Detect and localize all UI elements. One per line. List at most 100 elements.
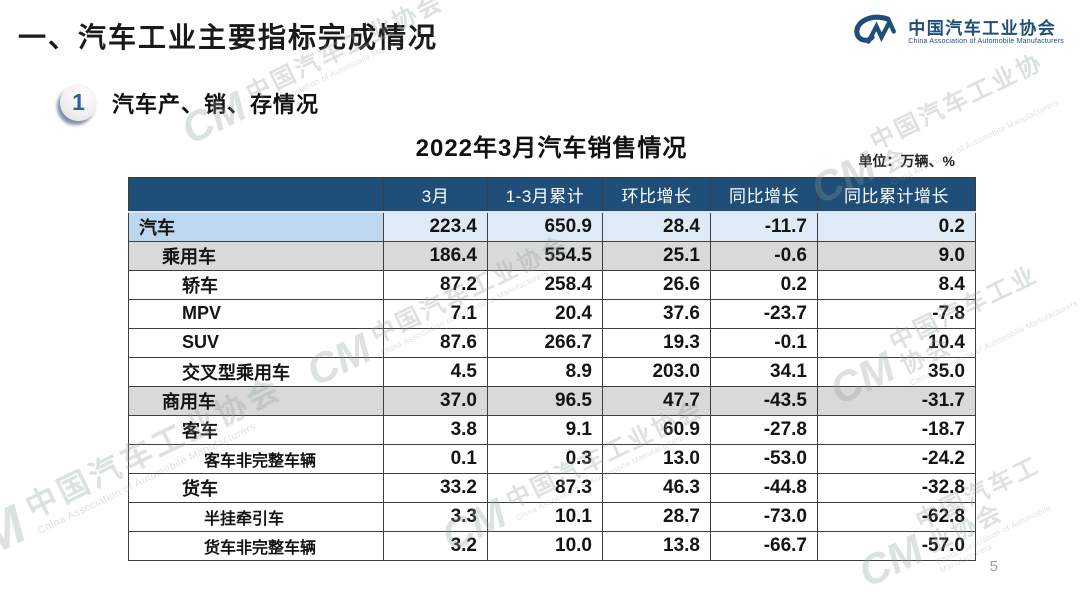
column-header: 3月 bbox=[383, 177, 488, 213]
cell-value: -44.8 bbox=[710, 472, 818, 503]
cell-value: -11.7 bbox=[710, 211, 818, 242]
row-label: 半挂牵引车 bbox=[128, 501, 384, 532]
cell-value: 13.8 bbox=[602, 530, 711, 561]
cell-value: 10.1 bbox=[487, 501, 603, 532]
table-row: 客车 3.8 9.1 60.9 -27.8 -18.7 bbox=[128, 414, 976, 445]
table-row: 货车 33.2 87.3 46.3 -44.8 -32.8 bbox=[128, 472, 976, 503]
cell-value: 19.3 bbox=[602, 327, 711, 358]
page-title: 一、汽车工业主要指标完成情况 bbox=[18, 22, 439, 53]
cell-value: 13.0 bbox=[602, 443, 711, 474]
caam-logo-icon bbox=[849, 12, 901, 53]
cell-value: 10.0 bbox=[487, 530, 603, 561]
cell-value: 10.4 bbox=[817, 327, 976, 358]
table-row: 货车非完整车辆 3.2 10.0 13.8 -66.7 -57.0 bbox=[128, 530, 976, 561]
cell-value: 60.9 bbox=[602, 414, 711, 445]
cell-value: 0.1 bbox=[383, 443, 488, 474]
table-title: 2022年3月汽车销售情况 bbox=[415, 135, 688, 162]
cell-value: -7.8 bbox=[817, 298, 976, 329]
cell-value: 0.2 bbox=[710, 269, 818, 300]
cell-value: 37.6 bbox=[602, 298, 711, 329]
cell-value: -62.8 bbox=[817, 501, 976, 532]
cell-value: 9.1 bbox=[487, 414, 603, 445]
row-label: 汽车 bbox=[128, 211, 384, 242]
cell-value: -43.5 bbox=[710, 385, 818, 416]
cell-value: -73.0 bbox=[710, 501, 818, 532]
table-row: 商用车 37.0 96.5 47.7 -43.5 -31.7 bbox=[128, 385, 976, 416]
cell-value: 47.7 bbox=[602, 385, 711, 416]
cell-value: 7.1 bbox=[383, 298, 488, 329]
sales-table-body: 汽车 223.4 650.9 28.4 -11.7 0.2 乘用车 186.4 554.5 25.… bbox=[128, 211, 976, 561]
table-row: 交叉型乘用车 4.5 8.9 203.0 34.1 35.0 bbox=[128, 356, 976, 387]
cell-value: 20.4 bbox=[487, 298, 603, 329]
section-heading: 1 汽车产、销、存情况 bbox=[60, 84, 319, 121]
table-row: MPV 7.1 20.4 37.6 -23.7 -7.8 bbox=[128, 298, 976, 329]
cell-value: 3.2 bbox=[383, 530, 488, 561]
cell-value: 554.5 bbox=[487, 240, 603, 271]
watermark-cm-icon: CM bbox=[0, 493, 36, 586]
row-label: 交叉型乘用车 bbox=[128, 356, 384, 387]
cell-value: -0.6 bbox=[710, 240, 818, 271]
section-label: 汽车产、销、存情况 bbox=[112, 91, 320, 117]
cell-value: 34.1 bbox=[710, 356, 818, 387]
cell-value: 203.0 bbox=[602, 356, 711, 387]
cell-value: -66.7 bbox=[710, 530, 818, 561]
cell-value: 3.3 bbox=[383, 501, 488, 532]
cell-value: 9.0 bbox=[817, 240, 976, 271]
cell-value: 46.3 bbox=[602, 472, 711, 503]
column-header: 环比增长 bbox=[602, 177, 711, 213]
column-header: 1-3月累计 bbox=[487, 177, 603, 213]
row-label: 客车 bbox=[128, 414, 384, 445]
cell-value: 28.4 bbox=[602, 211, 711, 242]
cell-value: 96.5 bbox=[487, 385, 603, 416]
row-label: 乘用车 bbox=[128, 240, 384, 271]
cell-value: 87.2 bbox=[383, 269, 488, 300]
row-label: 轿车 bbox=[128, 269, 384, 300]
cell-value: 33.2 bbox=[383, 472, 488, 503]
row-label: 货车 bbox=[128, 472, 384, 503]
cell-value: 87.3 bbox=[487, 472, 603, 503]
cell-value: 186.4 bbox=[383, 240, 488, 271]
cell-value: -31.7 bbox=[817, 385, 976, 416]
cell-value: -0.1 bbox=[710, 327, 818, 358]
table-row: 汽车 223.4 650.9 28.4 -11.7 0.2 bbox=[128, 211, 976, 242]
column-header: 同比增长 bbox=[710, 177, 818, 213]
caam-name-en: China Association of Automobile Manufact… bbox=[908, 38, 1064, 46]
cell-value: -24.2 bbox=[817, 443, 976, 474]
cell-value: 4.5 bbox=[383, 356, 488, 387]
cell-value: -53.0 bbox=[710, 443, 818, 474]
cell-value: 37.0 bbox=[383, 385, 488, 416]
page-number: 5 bbox=[989, 558, 998, 575]
sales-table-header-row: 3月 1-3月累计 环比增长 同比增长 同比累计增长 bbox=[128, 177, 976, 213]
cell-value: 650.9 bbox=[487, 211, 603, 242]
cell-value: -57.0 bbox=[817, 530, 976, 561]
column-header: 同比累计增长 bbox=[817, 177, 976, 213]
cell-value: 0.3 bbox=[487, 443, 603, 474]
table-row: 乘用车 186.4 554.5 25.1 -0.6 9.0 bbox=[128, 240, 976, 271]
row-label: 货车非完整车辆 bbox=[128, 530, 384, 561]
row-label: MPV bbox=[128, 298, 384, 329]
section-number-badge: 1 bbox=[60, 84, 97, 121]
cell-value: -27.8 bbox=[710, 414, 818, 445]
row-label: SUV bbox=[128, 327, 384, 358]
column-header-empty bbox=[128, 177, 384, 213]
cell-value: 25.1 bbox=[602, 240, 711, 271]
cell-value: 223.4 bbox=[383, 211, 488, 242]
row-label: 商用车 bbox=[128, 385, 384, 416]
table-row: SUV 87.6 266.7 19.3 -0.1 10.4 bbox=[128, 327, 976, 358]
cell-value: 266.7 bbox=[487, 327, 603, 358]
cell-value: 0.2 bbox=[817, 211, 976, 242]
cell-value: 87.6 bbox=[383, 327, 488, 358]
cell-value: 26.6 bbox=[602, 269, 711, 300]
sales-table: 3月 1-3月累计 环比增长 同比增长 同比累计增长 汽车 223.4 650.9 28.4-… bbox=[128, 177, 976, 561]
row-label: 客车非完整车辆 bbox=[128, 443, 384, 474]
cell-value: 8.9 bbox=[487, 356, 603, 387]
cell-value: 3.8 bbox=[383, 414, 488, 445]
cell-value: 8.4 bbox=[817, 269, 976, 300]
cell-value: -18.7 bbox=[817, 414, 976, 445]
cell-value: 258.4 bbox=[487, 269, 603, 300]
cell-value: 28.7 bbox=[602, 501, 711, 532]
caam-logo: 中国汽车工业协会 China Association of Automobile… bbox=[849, 12, 1064, 53]
table-row: 轿车 87.2 258.4 26.6 0.2 8.4 bbox=[128, 269, 976, 300]
unit-note: 单位：万辆、% bbox=[858, 153, 955, 169]
